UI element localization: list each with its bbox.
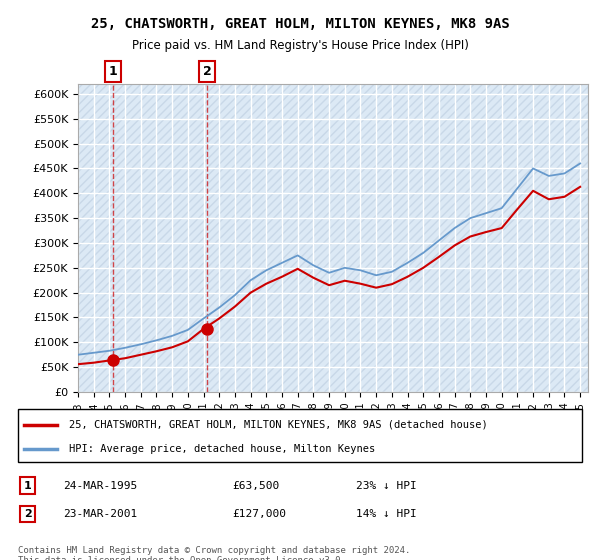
Text: 24-MAR-1995: 24-MAR-1995	[63, 480, 137, 491]
Text: 1: 1	[23, 480, 31, 491]
Text: 25, CHATSWORTH, GREAT HOLM, MILTON KEYNES, MK8 9AS: 25, CHATSWORTH, GREAT HOLM, MILTON KEYNE…	[91, 17, 509, 31]
Text: 23-MAR-2001: 23-MAR-2001	[63, 509, 137, 519]
Text: 25, CHATSWORTH, GREAT HOLM, MILTON KEYNES, MK8 9AS (detached house): 25, CHATSWORTH, GREAT HOLM, MILTON KEYNE…	[69, 420, 488, 430]
Text: £63,500: £63,500	[232, 480, 280, 491]
Text: 2: 2	[203, 65, 212, 78]
Text: 2: 2	[23, 509, 31, 519]
Text: 23% ↓ HPI: 23% ↓ HPI	[356, 480, 417, 491]
Text: 14% ↓ HPI: 14% ↓ HPI	[356, 509, 417, 519]
Text: Contains HM Land Registry data © Crown copyright and database right 2024.
This d: Contains HM Land Registry data © Crown c…	[18, 546, 410, 560]
Text: HPI: Average price, detached house, Milton Keynes: HPI: Average price, detached house, Milt…	[69, 444, 375, 454]
Text: £127,000: £127,000	[232, 509, 286, 519]
FancyBboxPatch shape	[18, 409, 582, 462]
Text: Price paid vs. HM Land Registry's House Price Index (HPI): Price paid vs. HM Land Registry's House …	[131, 39, 469, 52]
Text: 1: 1	[109, 65, 118, 78]
